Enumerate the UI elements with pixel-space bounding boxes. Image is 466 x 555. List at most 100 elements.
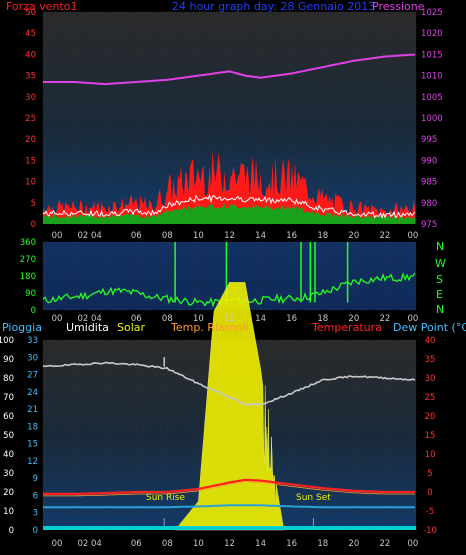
wind-speed-area: [43, 150, 415, 224]
panel3-x-tick-label: 02 04: [77, 539, 101, 549]
y-right-tick-label: 990: [421, 156, 437, 166]
y-right-tick-label: 1025: [421, 8, 443, 18]
temp-y-tick-label: 40: [425, 336, 436, 346]
rain-bar: [43, 526, 416, 530]
panel1-x-tick-label: 08: [162, 231, 173, 241]
temp-y-tick-label: 15: [425, 431, 436, 441]
humidity-y-tick-label: 3: [33, 509, 38, 519]
panel3-x-tick-label: 10: [193, 539, 204, 549]
dewpoint-line: [43, 504, 415, 509]
panel1-x-tick-label: 06: [131, 231, 142, 241]
temp-y-tick-label: 0: [427, 488, 432, 498]
panel3-x-tick-label: 16: [286, 539, 297, 549]
panel3-x-tick-label: 00: [407, 539, 418, 549]
temp-interna-line: [43, 481, 415, 497]
panel3-x-tick-label: 06: [131, 539, 142, 549]
panel1-x-tick-label: 10: [193, 231, 204, 241]
legend-temp-interna: Temp. Riarnoli: [170, 321, 249, 334]
temp-y-tick-label: -5: [426, 507, 434, 517]
panel2-x-tick-label: 02 04: [77, 314, 101, 324]
direction-y-tick-label: 90: [25, 289, 36, 299]
direction-y-tick-label: 180: [20, 272, 36, 282]
direction-y-tick-label: 360: [20, 238, 36, 248]
rain-y-tick-label: 10: [3, 507, 14, 517]
rain-y-tick-label: 40: [3, 450, 14, 460]
y-left-tick-label: 10: [25, 178, 36, 188]
y-left-tick-label: 45: [25, 29, 36, 39]
panel2-x-tick-label: 00: [52, 314, 63, 324]
humidity-y-tick-label: 12: [27, 457, 38, 467]
compass-n-bottom: N: [436, 303, 444, 316]
panel1-x-tick-label: 16: [286, 231, 297, 241]
direction-y-tick-label: 270: [20, 255, 36, 265]
panel3-x-tick-label: 08: [162, 539, 173, 549]
compass-e: E: [436, 288, 443, 301]
compass-n-top: N: [436, 240, 444, 253]
solar-area: [174, 282, 285, 531]
humidity-y-tick-label: 27: [27, 371, 38, 381]
panel2-x-tick-label: 20: [348, 314, 359, 324]
y-left-tick-label: 20: [25, 135, 36, 145]
y-right-tick-label: 1000: [421, 114, 443, 124]
panel3-x-tick-label: 00: [52, 539, 63, 549]
rain-y-tick-label: 20: [3, 488, 14, 498]
y-right-tick-label: 1010: [421, 72, 443, 82]
humidity-y-tick-label: 9: [33, 474, 38, 484]
temp-y-tick-label: 25: [425, 393, 436, 403]
rain-y-tick-label: 0: [9, 526, 14, 536]
panel1-x-tick-label: 00: [407, 231, 418, 241]
temp-y-tick-label: -10: [423, 526, 437, 536]
temp-y-tick-label: 20: [425, 412, 436, 422]
humidity-y-tick-label: 18: [27, 422, 38, 432]
panel2-x-tick-label: 06: [131, 314, 142, 324]
humidity-y-tick-label: 15: [27, 440, 38, 450]
y-left-tick-label: 15: [25, 156, 36, 166]
panel3-x-tick-label: 20: [348, 539, 359, 549]
humidity-y-tick-label: 24: [27, 388, 38, 398]
y-left-tick-label: 5: [31, 199, 36, 209]
panel2-x-tick-label: 08: [162, 314, 173, 324]
panel1-x-tick-label: 22: [380, 231, 391, 241]
rain-y-tick-label: 90: [3, 355, 14, 365]
pressure-line: [43, 53, 416, 86]
chart-title: 24 hour graph day: 28 Gennaio 2013: [172, 0, 375, 13]
legend-pioggia: Pioggia: [2, 321, 42, 334]
panel2-x-tick-label: 12: [224, 314, 235, 324]
y-left-tick-label: 40: [25, 50, 36, 60]
panel1-x-tick-label: 20: [348, 231, 359, 241]
y-right-tick-label: 1005: [421, 93, 443, 103]
y-left-tick-label: 25: [25, 114, 36, 124]
humidity-y-tick-label: 33: [27, 336, 38, 346]
rain-y-tick-label: 70: [3, 393, 14, 403]
legend-solar: Solar: [117, 321, 146, 334]
panel2-x-tick-label: 18: [317, 314, 328, 324]
y-right-tick-label: 985: [421, 178, 437, 188]
panel2-x-tick-label: 14: [255, 314, 266, 324]
wind-average-line: [42, 193, 416, 219]
y-left-tick-label: 50: [25, 8, 36, 18]
y-left-tick-label: 30: [25, 93, 36, 103]
y-right-tick-label: 1015: [421, 50, 443, 60]
compass-w: W: [435, 257, 446, 270]
humidity-y-tick-label: 6: [33, 491, 38, 501]
temperature-line: [43, 478, 415, 495]
rain-y-tick-label: 60: [3, 412, 14, 422]
wind-gust-green-area: [43, 203, 415, 224]
panel3-x-tick-label: 18: [317, 539, 328, 549]
panel2-x-tick-label: 22: [380, 314, 391, 324]
y-left-tick-label: 0: [31, 220, 36, 230]
humidity-y-tick-label: 21: [27, 405, 38, 415]
sun-set-label: Sun Set: [296, 493, 331, 503]
panel2-x-tick-label: 16: [286, 314, 297, 324]
panel3-x-tick-label: 22: [380, 539, 391, 549]
panel1-x-tick-label: 14: [255, 231, 266, 241]
legend-umidita: Umidita: [66, 321, 109, 334]
humidity-y-tick-label: 30: [27, 353, 38, 363]
rain-y-tick-label: 30: [3, 469, 14, 479]
panel1-x-tick-label: 00: [52, 231, 63, 241]
y-right-tick-label: 995: [421, 135, 437, 145]
panel3-x-tick-label: 12: [224, 539, 235, 549]
panel3-x-tick-label: 14: [255, 539, 266, 549]
compass-s: S: [436, 273, 443, 286]
